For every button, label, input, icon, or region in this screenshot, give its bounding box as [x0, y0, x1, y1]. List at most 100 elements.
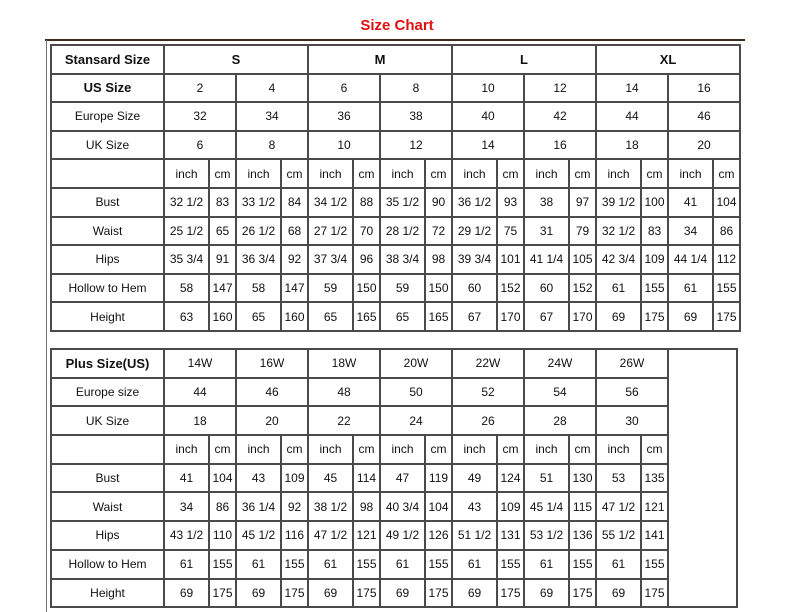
- unit-inch: inch: [163, 158, 210, 189]
- cm-value: 135: [640, 462, 669, 494]
- us-size-value: 2: [163, 72, 237, 104]
- unit-inch: inch: [235, 158, 282, 189]
- cm-value: 93: [496, 186, 525, 218]
- cm-value: 112: [712, 244, 741, 275]
- inch-value: 43: [235, 462, 282, 494]
- cm-value: 98: [352, 491, 381, 523]
- inch-value: 61: [163, 548, 210, 580]
- empty-cell: [667, 347, 738, 609]
- size-group-xl: XL: [595, 44, 741, 75]
- divider: [46, 40, 47, 612]
- us-size-label: US Size: [50, 72, 165, 104]
- inch-value: 63: [163, 301, 210, 332]
- uk-size-value: 26: [451, 405, 525, 437]
- cm-value: 101: [496, 244, 525, 275]
- size-group-row: Stansard Size S M L XL: [50, 44, 741, 75]
- unit-inch: inch: [667, 158, 714, 189]
- cm-value: 124: [496, 462, 525, 494]
- cm-value: 170: [496, 301, 525, 332]
- cm-value: 86: [712, 215, 741, 247]
- cm-value: 75: [496, 215, 525, 247]
- cm-value: 152: [568, 272, 597, 304]
- inch-value: 69: [667, 301, 714, 332]
- measurement-label: Hollow to Hem: [50, 548, 165, 580]
- uk-size-value: 24: [379, 405, 453, 437]
- inch-value: 41: [667, 186, 714, 218]
- europe-size-value: 34: [235, 101, 309, 132]
- measurement-label: Height: [50, 577, 165, 609]
- unit-cm: cm: [424, 158, 453, 189]
- inch-value: 29 1/2: [451, 215, 498, 247]
- measurement-label: Bust: [50, 462, 165, 494]
- inch-value: 42 3/4: [595, 244, 642, 275]
- europe-size-value: 44: [163, 376, 237, 408]
- cm-value: 121: [640, 491, 669, 523]
- cm-value: 70: [352, 215, 381, 247]
- europe-size-row: Europe size 44 46 48 50 52 54 56: [50, 376, 737, 408]
- unit-inch: inch: [163, 434, 210, 465]
- uk-size-value: 28: [523, 405, 597, 437]
- europe-size-row: Europe Size 32 34 36 38 40 42 44 46: [50, 101, 741, 132]
- unit-row: inch cm inch cm inch cm inch cm inch cm inch cm inch…: [50, 158, 741, 189]
- measurement-row-hips: Hips 43 1/2 110 45 1/2 116 47 1/2 121 49 1/2 126…: [50, 520, 737, 551]
- cm-value: 105: [568, 244, 597, 275]
- inch-value: 69: [235, 577, 282, 609]
- cm-value: 141: [640, 520, 669, 551]
- cm-value: 175: [424, 577, 453, 609]
- cm-value: 165: [352, 301, 381, 332]
- cm-value: 150: [352, 272, 381, 304]
- cm-value: 126: [424, 520, 453, 551]
- inch-value: 53: [595, 462, 642, 494]
- inch-value: 49 1/2: [379, 520, 426, 551]
- inch-value: 47 1/2: [307, 520, 354, 551]
- europe-size-value: 46: [667, 101, 741, 132]
- cm-value: 170: [568, 301, 597, 332]
- unit-cm: cm: [280, 158, 309, 189]
- cm-value: 155: [280, 548, 309, 580]
- unit-inch: inch: [451, 158, 498, 189]
- cm-value: 147: [208, 272, 237, 304]
- unit-cm: cm: [352, 158, 381, 189]
- uk-size-value: 6: [163, 129, 237, 161]
- inch-value: 60: [523, 272, 570, 304]
- size-group-s: S: [163, 44, 309, 75]
- uk-size-value: 20: [667, 129, 741, 161]
- unit-cm: cm: [640, 434, 669, 465]
- cm-value: 130: [568, 462, 597, 494]
- inch-value: 47: [379, 462, 426, 494]
- unit-inch: inch: [235, 434, 282, 465]
- header-label: Plus Size(US): [50, 348, 165, 379]
- europe-size-value: 40: [451, 101, 525, 132]
- inch-value: 59: [379, 272, 426, 304]
- europe-size-value: 36: [307, 101, 381, 132]
- inch-value: 32 1/2: [163, 186, 210, 218]
- us-size-value: 16: [667, 72, 741, 104]
- inch-value: 26 1/2: [235, 215, 282, 247]
- inch-value: 69: [163, 577, 210, 609]
- cm-value: 175: [496, 577, 525, 609]
- europe-size-label: Europe Size: [50, 101, 165, 132]
- unit-inch: inch: [595, 158, 642, 189]
- inch-value: 36 1/2: [451, 186, 498, 218]
- unit-cm: cm: [208, 158, 237, 189]
- us-size-row: Plus Size(US) 14W 16W 18W 20W 22W 24W 26W: [50, 347, 738, 609]
- europe-size-value: 46: [235, 376, 309, 408]
- uk-size-row: UK Size 18 20 22 24 26 28 30: [50, 405, 737, 437]
- inch-value: 35 3/4: [163, 244, 210, 275]
- us-size-value: 14: [595, 72, 669, 104]
- inch-value: 69: [523, 577, 570, 609]
- uk-size-label: UK Size: [50, 129, 165, 161]
- unit-inch: inch: [595, 434, 642, 465]
- us-size-value: 26W: [595, 348, 669, 379]
- measurement-label: Waist: [50, 215, 165, 247]
- inch-value: 43 1/2: [163, 520, 210, 551]
- measurement-label: Hollow to Hem: [50, 272, 165, 304]
- standard-size-table: Stansard Size S M L XL US Size 2 4 6 8 10 12 14 16 Eur…: [50, 44, 741, 332]
- inch-value: 25 1/2: [163, 215, 210, 247]
- us-size-value: 16W: [235, 348, 309, 379]
- cm-value: 92: [280, 491, 309, 523]
- cm-value: 155: [640, 272, 669, 304]
- inch-value: 58: [235, 272, 282, 304]
- unit-cm: cm: [352, 434, 381, 465]
- measurement-row-waist: Waist 25 1/2 65 26 1/2 68 27 1/2 70 28 1/2 72 29 …: [50, 215, 741, 247]
